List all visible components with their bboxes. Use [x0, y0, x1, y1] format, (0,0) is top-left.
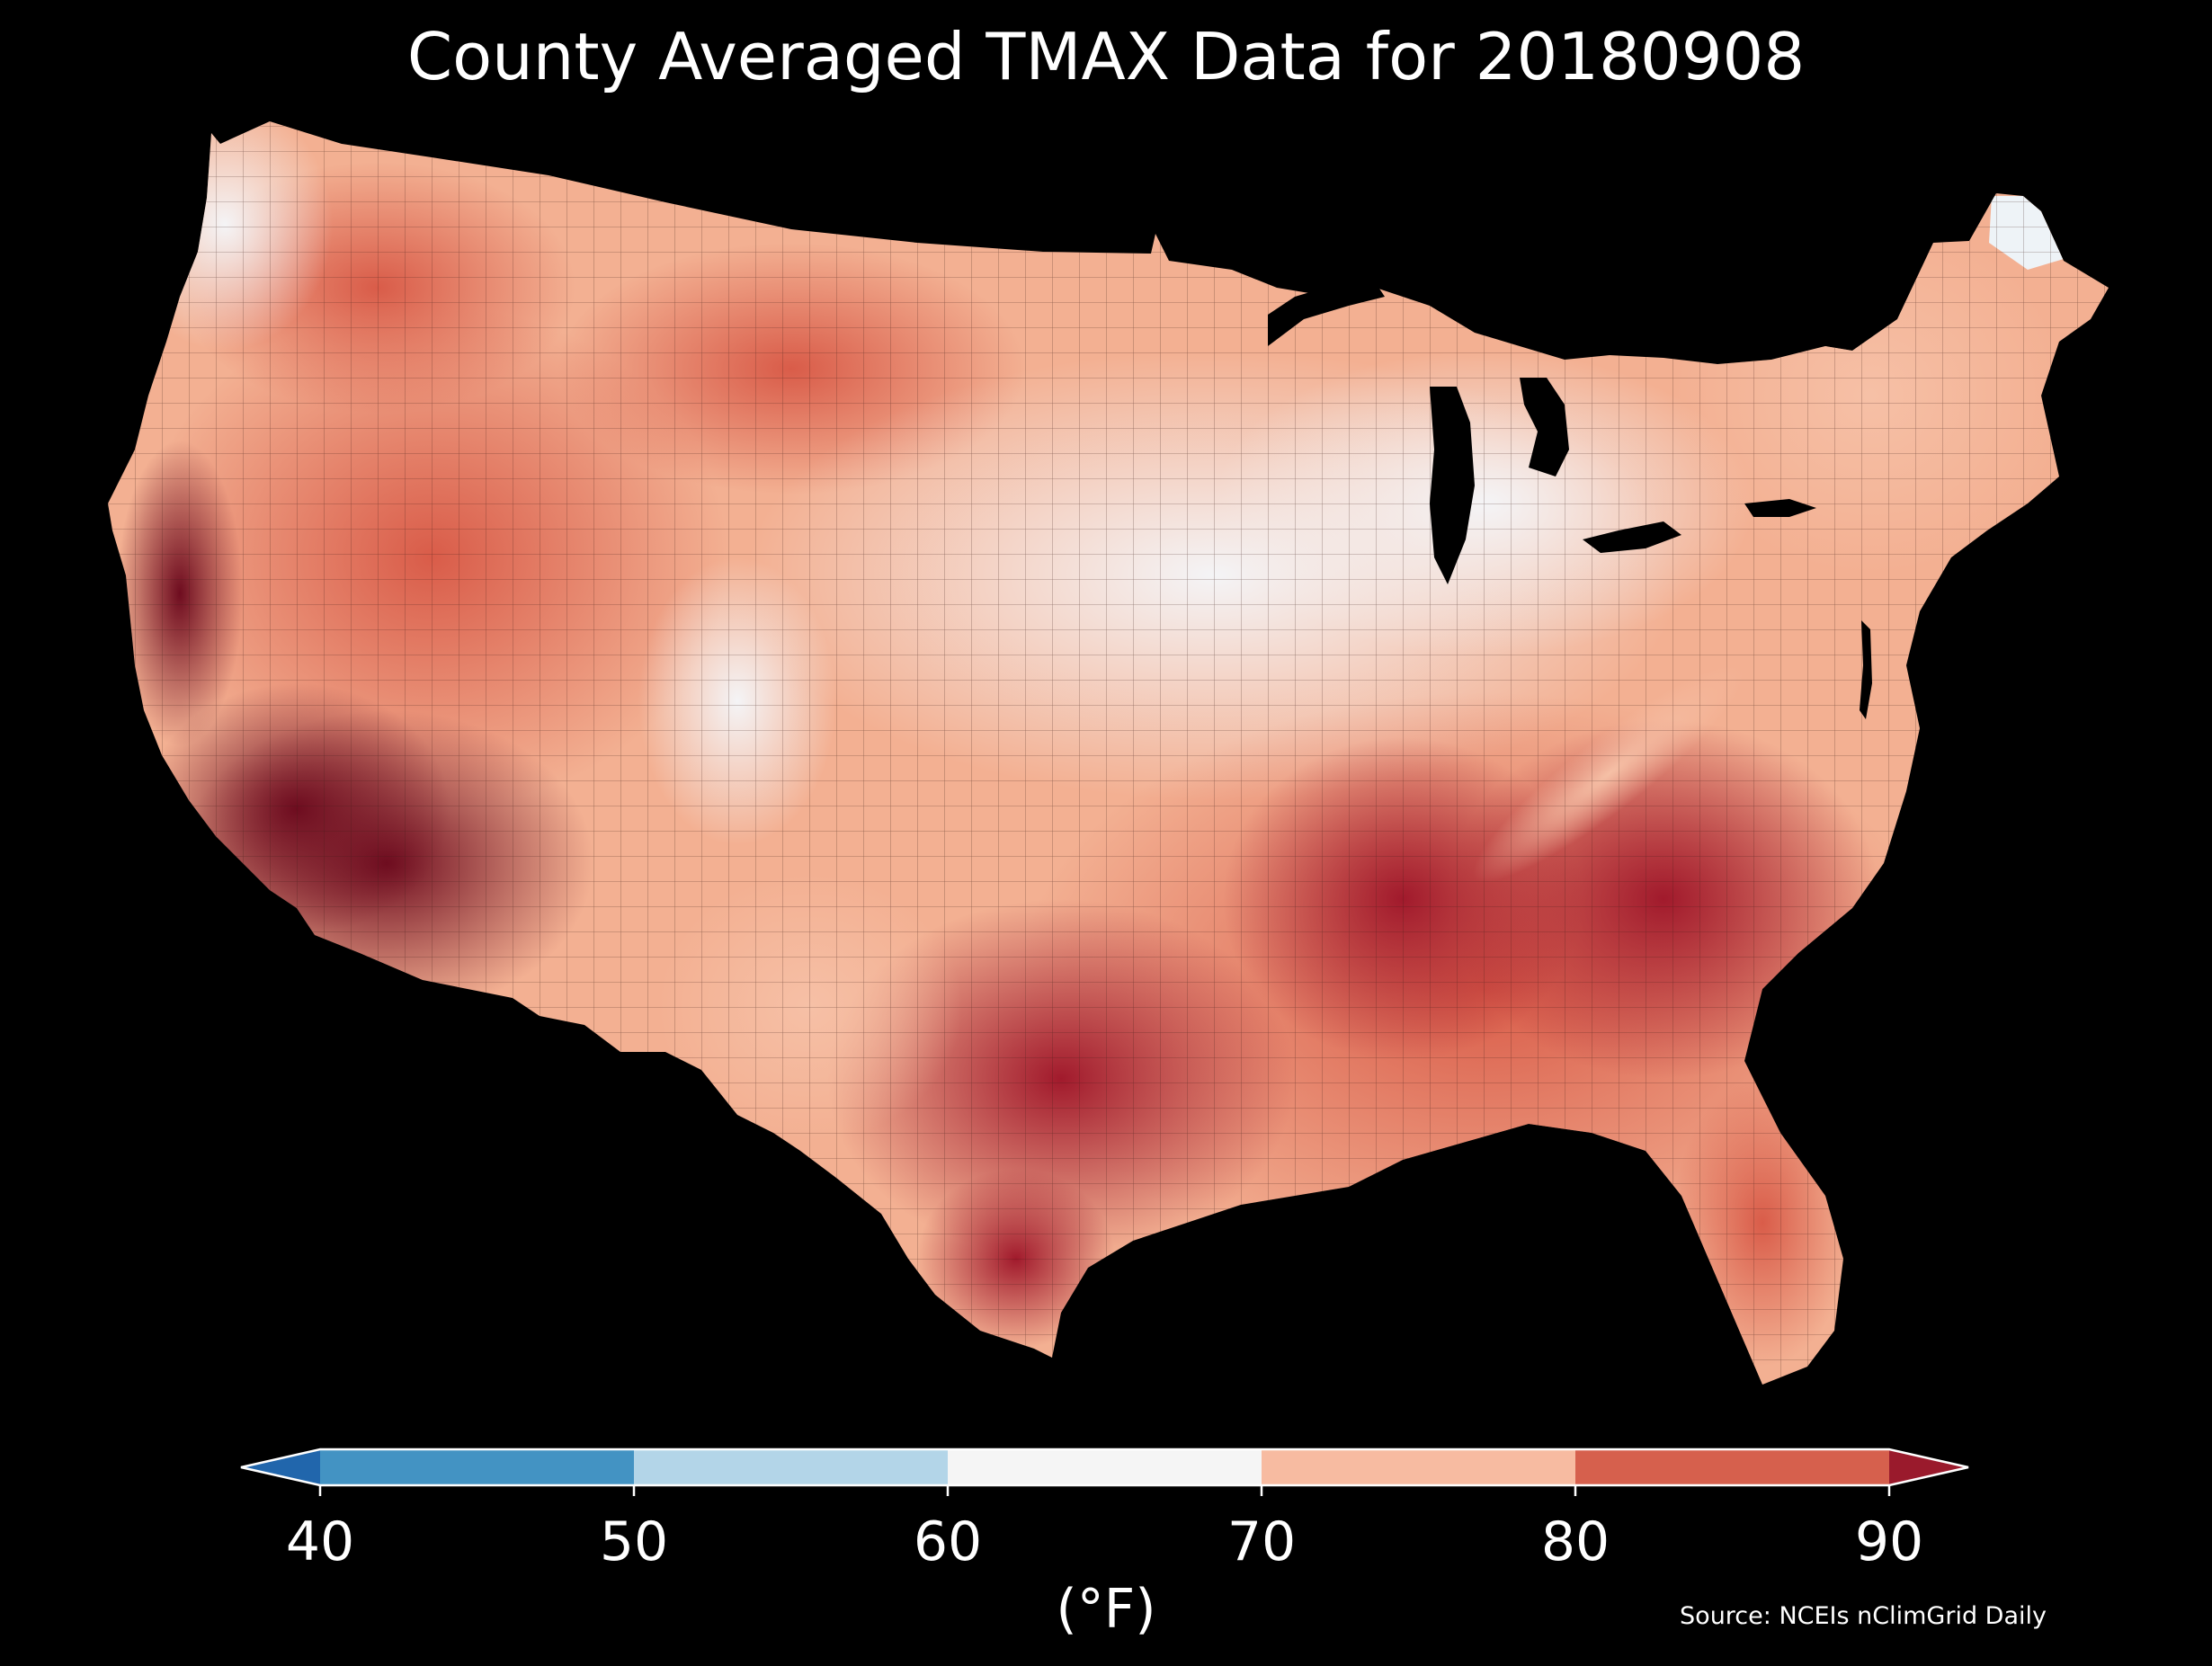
colorbar-segment: [634, 1449, 948, 1485]
lake-superior: [1268, 270, 1385, 346]
colorbar-tick-label: 60: [913, 1510, 983, 1573]
colorbar-tick-label: 90: [1854, 1510, 1924, 1573]
chesapeake-bay: [1860, 620, 1872, 719]
colorbar-tick-label: 50: [599, 1510, 669, 1573]
colorbar-tick-label: 70: [1226, 1510, 1297, 1573]
lake-ontario: [1744, 499, 1816, 517]
colorbar-under-arrow: [241, 1449, 320, 1485]
colorbar-segment: [1575, 1449, 1889, 1485]
great-lakes-water: [1268, 270, 1816, 584]
colorbar-tick-label: 80: [1540, 1510, 1610, 1573]
colorbar-unit-label: (°F): [1056, 1578, 1156, 1641]
colorbar-segment: [320, 1449, 634, 1485]
lake-huron: [1520, 378, 1569, 477]
source-label: Source: NCEIs nClimGrid Daily: [1680, 1602, 2047, 1630]
map-title: County Averaged TMAX Data for 20180908: [406, 19, 1806, 94]
colorbar-tick-label: 40: [285, 1510, 355, 1573]
colorbar-segment: [948, 1449, 1262, 1485]
colorbar-segment: [1262, 1449, 1575, 1485]
colorbar-over-arrow: [1889, 1449, 1968, 1485]
lake-erie: [1583, 521, 1681, 553]
lake-michigan: [1430, 387, 1475, 584]
